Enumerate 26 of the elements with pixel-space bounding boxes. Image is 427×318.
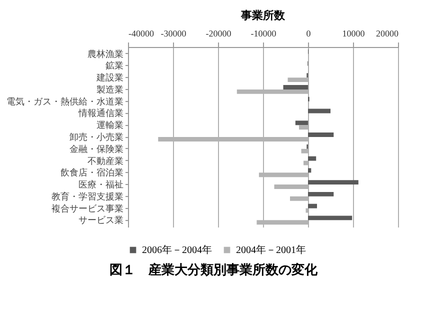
y-tick-label: 運輸業 bbox=[96, 120, 124, 130]
legend-label: 2006年－2004年 bbox=[142, 244, 212, 256]
x-tick-label: -40000 bbox=[128, 28, 154, 38]
y-tick-label: 鉱業 bbox=[106, 60, 124, 71]
x-tick-label: -10000 bbox=[250, 28, 277, 38]
y-tick-label: サービス業 bbox=[78, 215, 124, 226]
x-tick-label: 20000 bbox=[376, 28, 399, 38]
caption: 図１ 産業大分類別事業所数の変化 bbox=[108, 262, 318, 279]
y-tick-label: 複合サービス事業 bbox=[52, 203, 124, 214]
y-tick-label: 不動産業 bbox=[88, 156, 124, 166]
y-tick-label: 農林漁業 bbox=[88, 48, 124, 59]
x-tick-label: 10000 bbox=[342, 28, 366, 38]
y-tick-label: 卸売・小売業 bbox=[70, 132, 124, 142]
y-tick-label: 金融・保険業 bbox=[70, 144, 124, 154]
chart-title: 事業所数 bbox=[240, 9, 286, 22]
x-tick-label: -30000 bbox=[160, 28, 187, 38]
y-tick-label: 電気・ガス・熱供給・水道業 bbox=[6, 96, 124, 106]
y-tick-label: 医療・福祉 bbox=[78, 180, 124, 190]
y-tick-label: 教育・学習支援業 bbox=[52, 191, 124, 202]
x-tick-label: -20000 bbox=[206, 28, 232, 38]
y-tick-label: 製造業 bbox=[96, 84, 124, 94]
y-tick-label: 情報通信業 bbox=[78, 108, 124, 118]
y-tick-label: 建設業 bbox=[96, 72, 124, 83]
y-tick-label: 飲食店・宿泊業 bbox=[60, 168, 124, 178]
legend-label: 2004年－2001年 bbox=[236, 244, 306, 256]
x-tick-label: 0 bbox=[306, 28, 312, 38]
